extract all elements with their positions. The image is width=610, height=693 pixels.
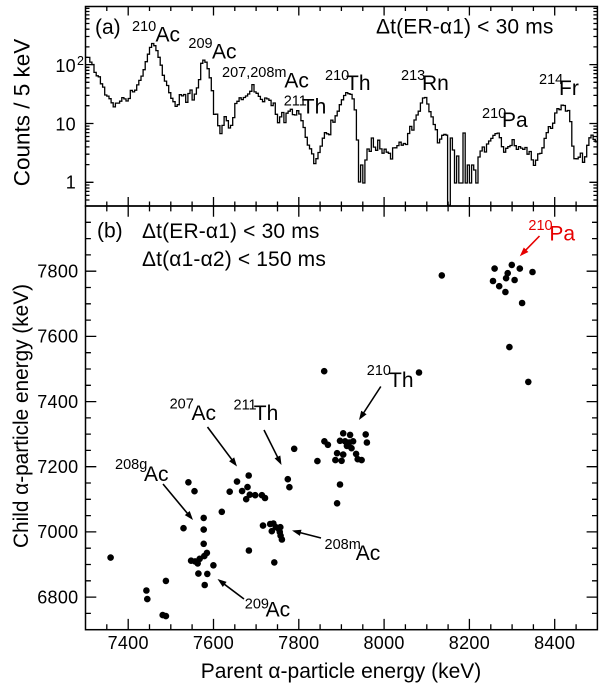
svg-text:209: 209 — [188, 36, 212, 52]
svg-text:Ac: Ac — [284, 70, 309, 93]
svg-text:7600: 7600 — [37, 327, 78, 347]
svg-text:Ac: Ac — [156, 24, 181, 47]
svg-text:2: 2 — [77, 54, 84, 68]
svg-text:10: 10 — [55, 56, 76, 76]
svg-text:Ac: Ac — [192, 402, 217, 425]
svg-text:208g: 208g — [115, 457, 147, 473]
svg-text:208m: 208m — [325, 537, 361, 553]
svg-text:210: 210 — [325, 68, 349, 84]
svg-text:214: 214 — [539, 72, 563, 88]
svg-text:Fr: Fr — [559, 77, 579, 100]
svg-text:209: 209 — [245, 597, 269, 613]
svg-text:210: 210 — [482, 106, 506, 122]
svg-text:Pa: Pa — [549, 222, 575, 245]
svg-text:7800: 7800 — [278, 633, 319, 653]
svg-text:1: 1 — [66, 173, 76, 193]
svg-text:Δt(ER-α1) < 30 ms: Δt(ER-α1) < 30 ms — [376, 16, 554, 39]
svg-text:210: 210 — [367, 363, 391, 379]
svg-text:Th: Th — [389, 369, 414, 392]
svg-text:8200: 8200 — [449, 633, 490, 653]
svg-text:Parent α-particle energy (keV): Parent α-particle energy (keV) — [201, 660, 482, 683]
svg-text:213: 213 — [401, 68, 425, 84]
svg-text:7000: 7000 — [37, 522, 78, 542]
svg-text:Pa: Pa — [502, 109, 528, 132]
svg-text:Ac: Ac — [144, 463, 169, 486]
svg-text:7600: 7600 — [193, 633, 234, 653]
svg-text:Δt(α1-α2) < 150 ms: Δt(α1-α2) < 150 ms — [142, 248, 326, 271]
svg-text:(b): (b) — [97, 220, 123, 243]
svg-text:211: 211 — [284, 94, 307, 110]
svg-text:8400: 8400 — [534, 633, 575, 653]
svg-text:Th: Th — [346, 72, 371, 95]
svg-text:Ac: Ac — [266, 599, 291, 622]
svg-text:Th: Th — [254, 402, 279, 425]
svg-text:210: 210 — [132, 19, 156, 35]
svg-text:8000: 8000 — [363, 633, 404, 653]
svg-text:Δt(ER-α1) < 30 ms: Δt(ER-α1) < 30 ms — [142, 220, 320, 243]
svg-text:10: 10 — [55, 114, 76, 134]
svg-text:Ac: Ac — [212, 41, 237, 64]
svg-text:207: 207 — [170, 396, 194, 412]
svg-text:Counts / 5 keV: Counts / 5 keV — [10, 39, 35, 187]
svg-text:Rn: Rn — [422, 72, 449, 95]
svg-text:(a): (a) — [95, 16, 121, 39]
svg-text:7400: 7400 — [108, 633, 149, 653]
svg-text:210: 210 — [528, 218, 552, 234]
svg-text:211: 211 — [234, 398, 257, 414]
svg-text:Ac: Ac — [356, 542, 381, 565]
svg-text:Th: Th — [302, 95, 327, 118]
svg-text:7400: 7400 — [37, 392, 78, 412]
svg-text:7800: 7800 — [37, 262, 78, 282]
svg-text:6800: 6800 — [37, 587, 78, 607]
svg-text:207,208m: 207,208m — [222, 65, 287, 81]
svg-text:Child α-particle energy (keV): Child α-particle energy (keV) — [10, 284, 33, 548]
svg-text:7200: 7200 — [37, 457, 78, 477]
